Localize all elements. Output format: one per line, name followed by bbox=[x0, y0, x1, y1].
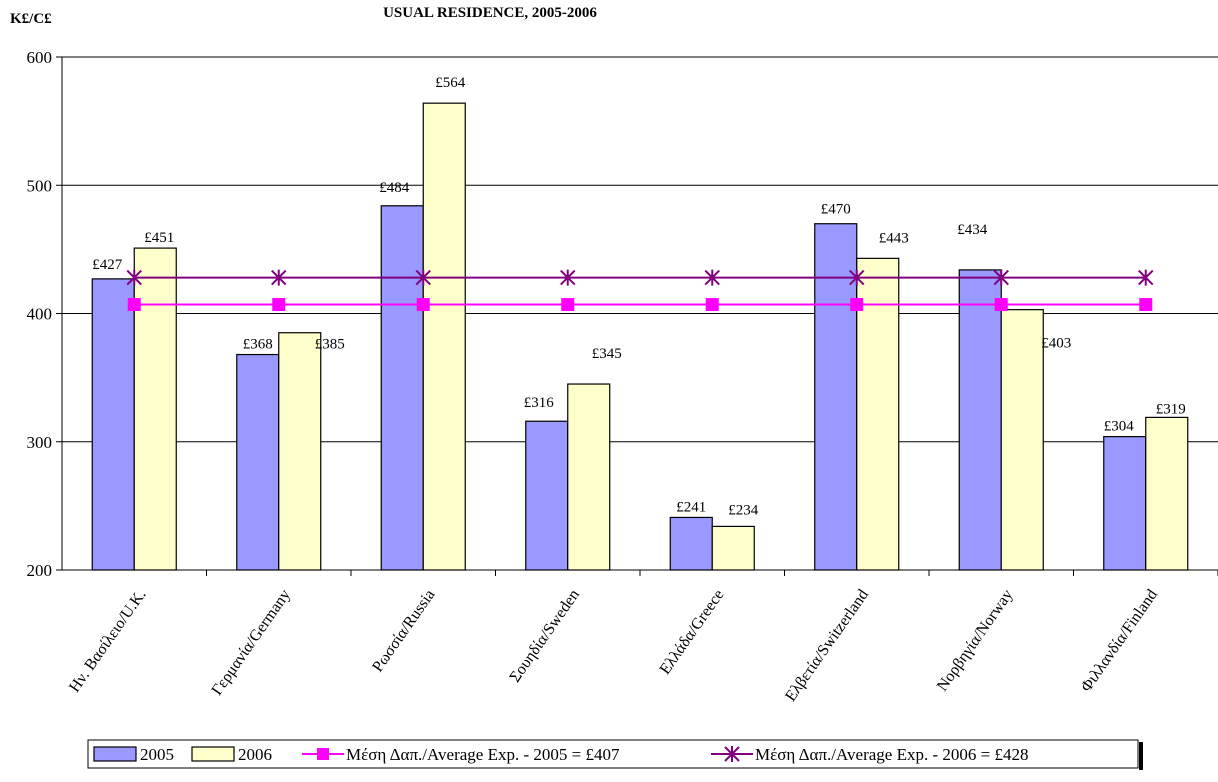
legend: 2005 2006 Μέση Δαπ./Average Exp. - 2005 = … bbox=[87, 739, 1143, 770]
reference-marker bbox=[127, 298, 141, 312]
legend-label: Μέση Δαπ./Average Exp. - 2005 = £407 bbox=[346, 745, 620, 764]
bar-data-label: £434 bbox=[957, 222, 988, 238]
reference-marker bbox=[993, 269, 1009, 286]
legend-label: 2005 bbox=[140, 745, 174, 764]
bar-2006 bbox=[278, 332, 322, 571]
x-tick-label: Ελλάδα/Greece bbox=[657, 587, 728, 678]
bar-2005 bbox=[958, 269, 1002, 571]
y-tick-label: 500 bbox=[27, 176, 53, 195]
x-tick-label: Ρωσσία/Russia bbox=[369, 587, 438, 676]
bar-2005 bbox=[1103, 436, 1147, 571]
y-tick-label: 400 bbox=[27, 305, 53, 324]
legend-label: 2006 bbox=[238, 745, 272, 764]
y-tick-label: 200 bbox=[27, 561, 53, 580]
bar-2006 bbox=[133, 247, 177, 571]
reference-marker bbox=[704, 269, 720, 286]
reference-marker bbox=[126, 269, 142, 286]
x-tick-label: Ελβετία/Switzerland bbox=[782, 587, 872, 705]
bar-2005 bbox=[669, 516, 713, 571]
legend-label: Μέση Δαπ./Average Exp. - 2006 = £428 bbox=[755, 745, 1028, 764]
x-tick-label: Σουηδία/Sweden bbox=[507, 587, 583, 686]
bar-2005 bbox=[525, 420, 569, 571]
bar-data-label: £564 bbox=[435, 75, 466, 91]
bar-data-label: £319 bbox=[1156, 401, 1186, 417]
bar-data-label: £484 bbox=[379, 180, 410, 196]
reference-marker bbox=[271, 269, 287, 286]
bar-2005 bbox=[380, 205, 424, 571]
y-tick-label: 300 bbox=[27, 433, 53, 452]
bar-2006 bbox=[711, 525, 755, 571]
bar-2006 bbox=[856, 257, 900, 571]
reference-marker bbox=[1138, 269, 1154, 286]
reference-marker bbox=[849, 269, 865, 286]
bar-2005 bbox=[814, 223, 858, 571]
legend-shadow bbox=[1139, 742, 1143, 770]
legend-swatch-2005 bbox=[93, 746, 137, 762]
y-tick-label: 600 bbox=[27, 48, 53, 67]
bar-data-label: £403 bbox=[1041, 336, 1071, 352]
reference-marker bbox=[705, 298, 719, 312]
legend-swatch-2006 bbox=[191, 746, 235, 762]
bar-data-label: £368 bbox=[243, 337, 273, 353]
reference-marker bbox=[416, 298, 430, 312]
bar-2006 bbox=[567, 383, 611, 571]
bar-data-label: £345 bbox=[592, 346, 622, 362]
plot-area: 200 300 400 500 600 £427 £368 £484 £316 £241 £470 £… bbox=[27, 48, 1218, 705]
reference-marker bbox=[560, 269, 576, 286]
bar-data-label: £241 bbox=[676, 499, 706, 515]
reference-marker bbox=[415, 269, 431, 286]
chart-title: USUAL RESIDENCE, 2005-2006 bbox=[383, 5, 597, 21]
x-tick-label: Ην. Βασίλειο/U.K. bbox=[66, 587, 149, 696]
bar-2006 bbox=[422, 102, 466, 571]
bar-data-label: £427 bbox=[92, 257, 123, 273]
y-axis-label: K£/C£ bbox=[10, 11, 52, 27]
reference-marker bbox=[1139, 298, 1153, 312]
x-tick-label: Γερμανία/Germany bbox=[209, 587, 295, 699]
x-tick-label: Νορβηγία/Norway bbox=[934, 587, 1017, 695]
reference-marker bbox=[272, 298, 286, 312]
legend-marker bbox=[317, 748, 329, 760]
bar-2005 bbox=[91, 278, 135, 571]
legend-marker bbox=[724, 746, 740, 762]
bar-data-label: £470 bbox=[821, 202, 851, 218]
bar-2005 bbox=[236, 353, 280, 571]
legend-box bbox=[87, 739, 1139, 769]
reference-marker bbox=[850, 298, 864, 312]
reference-marker bbox=[561, 298, 575, 312]
bar-data-label: £443 bbox=[879, 230, 909, 246]
bar-data-label: £304 bbox=[1104, 419, 1135, 435]
bar-data-label: £451 bbox=[144, 230, 174, 246]
bar-data-label: £385 bbox=[315, 337, 345, 353]
bar-data-label: £316 bbox=[524, 395, 555, 411]
bar-2006 bbox=[1145, 416, 1189, 571]
reference-marker bbox=[994, 298, 1008, 312]
bar-data-label: £234 bbox=[728, 502, 759, 518]
x-tick-label: Φιλλανδία/Finland bbox=[1078, 587, 1161, 696]
bar-2006 bbox=[1000, 309, 1044, 571]
